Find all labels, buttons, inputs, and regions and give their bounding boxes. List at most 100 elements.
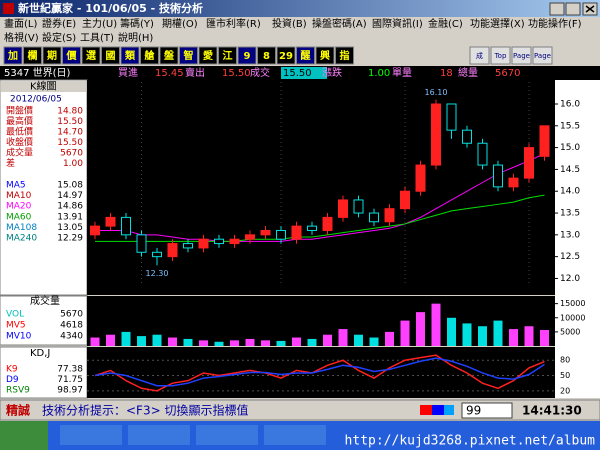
- toolbar-button[interactable]: [23, 46, 42, 65]
- volume-bar: [540, 329, 549, 346]
- toolbar-button[interactable]: [101, 46, 120, 65]
- volume-bar: [431, 303, 441, 346]
- volume-bar: [261, 340, 270, 346]
- menu-item[interactable]: 格視(V): [4, 31, 39, 44]
- toolbar-button[interactable]: [296, 46, 315, 65]
- toolbar-button[interactable]: [140, 46, 159, 65]
- toolbar-label: Page: [534, 52, 551, 60]
- maximize-button[interactable]: [565, 2, 581, 16]
- x-tick-label: 03: [136, 285, 147, 295]
- toolbar-button[interactable]: [315, 46, 335, 65]
- candle-body: [291, 225, 302, 240]
- toolbar-button[interactable]: [198, 46, 218, 65]
- hint: 技術分析提示：<F3> 切換顯示指標值: [42, 403, 248, 418]
- candle-body: [121, 216, 131, 236]
- toolbar-label: Page: [513, 52, 530, 60]
- volume-bar: [323, 334, 332, 346]
- field-value: 4340: [60, 332, 83, 342]
- task-item[interactable]: [264, 425, 326, 445]
- toolbar-label: 盤: [163, 49, 175, 62]
- x-tick-label: 04: [275, 285, 287, 295]
- field-label: MV10: [6, 332, 32, 342]
- toolbar-button[interactable]: [490, 46, 511, 65]
- candle-body: [167, 243, 178, 258]
- kd-title: KD,J: [30, 348, 50, 359]
- toolbar-button[interactable]: [3, 46, 23, 65]
- toolbar-button[interactable]: [511, 46, 532, 65]
- menu-item[interactable]: 功能選擇(X): [470, 17, 525, 30]
- toolbar-button[interactable]: [276, 46, 296, 65]
- toolbar-button[interactable]: [532, 46, 553, 65]
- y-tick-label: 10000: [560, 313, 585, 322]
- field-label: 收盤價: [6, 136, 33, 148]
- toolbar-button[interactable]: [218, 46, 237, 65]
- menu-item[interactable]: 匯市利率(R): [206, 17, 261, 30]
- task-item[interactable]: [60, 425, 122, 445]
- toolbar-button[interactable]: [335, 46, 354, 65]
- toolbar-label: 9: [244, 51, 251, 62]
- y-tick-label: 20: [560, 386, 570, 395]
- title-bar: [0, 0, 600, 17]
- candle-body: [493, 164, 503, 188]
- close-icon: [585, 5, 595, 13]
- menu-item[interactable]: 功能操作(F): [528, 17, 582, 30]
- menu-item[interactable]: 操盤密碼(A): [312, 17, 367, 30]
- y-tick-label: 12.0: [560, 274, 580, 284]
- quote-value: 15.50: [283, 68, 312, 79]
- kd-line: [94, 354, 545, 392]
- menu-item[interactable]: 籌碼(Y): [120, 17, 154, 30]
- task-item[interactable]: [196, 425, 258, 445]
- menu-item[interactable]: 主力(U): [82, 17, 117, 30]
- field-label: K9: [6, 365, 18, 375]
- toolbar-label: 智: [184, 49, 194, 62]
- menu-item[interactable]: 國際資訊(I): [372, 17, 423, 30]
- toolbar-label: 成: [476, 51, 483, 60]
- menu-item[interactable]: 期權(O): [162, 17, 198, 30]
- kd-line: [94, 357, 545, 387]
- quote-label: 漲跌: [322, 66, 342, 79]
- candle-body: [508, 177, 519, 188]
- toolbar-button[interactable]: [159, 46, 179, 65]
- toolbar-button[interactable]: [81, 46, 101, 65]
- candle-body: [260, 229, 271, 236]
- toolbar-label: 29: [279, 51, 293, 62]
- candle-body: [431, 103, 441, 166]
- start-button[interactable]: [0, 421, 48, 450]
- task-item[interactable]: [128, 425, 190, 445]
- volume-bar: [168, 337, 177, 346]
- brand: 精誠: [6, 403, 30, 418]
- volume-title: 成交量: [30, 294, 60, 307]
- toolbar-button[interactable]: [42, 46, 62, 65]
- volume-bar: [152, 334, 162, 346]
- menu-item[interactable]: 畫面(L): [4, 17, 37, 30]
- field-value: 14.86: [57, 202, 83, 212]
- volume-bar: [354, 334, 363, 346]
- stock-name: 5347 世界(日): [4, 67, 71, 79]
- minimize-button[interactable]: [549, 2, 565, 16]
- panel-header: [1, 81, 86, 92]
- quote-value: 5670: [495, 68, 520, 79]
- menu-item[interactable]: 證券(E): [42, 17, 76, 30]
- toolbar-button[interactable]: [257, 46, 276, 65]
- color-box: [432, 405, 444, 415]
- volume-bar: [400, 320, 410, 346]
- toolbar-button[interactable]: [62, 46, 81, 65]
- highlight: [281, 67, 327, 79]
- toolbar-button[interactable]: [179, 46, 198, 65]
- y-tick-label: 13.5: [560, 209, 580, 219]
- toolbar-label: 欄: [28, 49, 38, 62]
- y-tick-label: 14.5: [560, 165, 580, 175]
- menu-item[interactable]: 投資(B): [272, 17, 307, 30]
- menu-item[interactable]: 金融(C): [428, 17, 463, 30]
- toolbar-button[interactable]: [469, 46, 490, 65]
- toolbar-button[interactable]: [237, 46, 257, 65]
- menu-item[interactable]: 設定(S): [42, 31, 76, 44]
- menu-item[interactable]: 工具(T): [80, 32, 114, 44]
- candle-body: [183, 243, 193, 249]
- menu-item[interactable]: 說明(H): [118, 31, 153, 44]
- info-panel: [0, 79, 88, 296]
- y-tick-label: 50: [560, 371, 570, 380]
- toolbar-button[interactable]: [120, 46, 140, 65]
- volume-bar: [183, 338, 193, 346]
